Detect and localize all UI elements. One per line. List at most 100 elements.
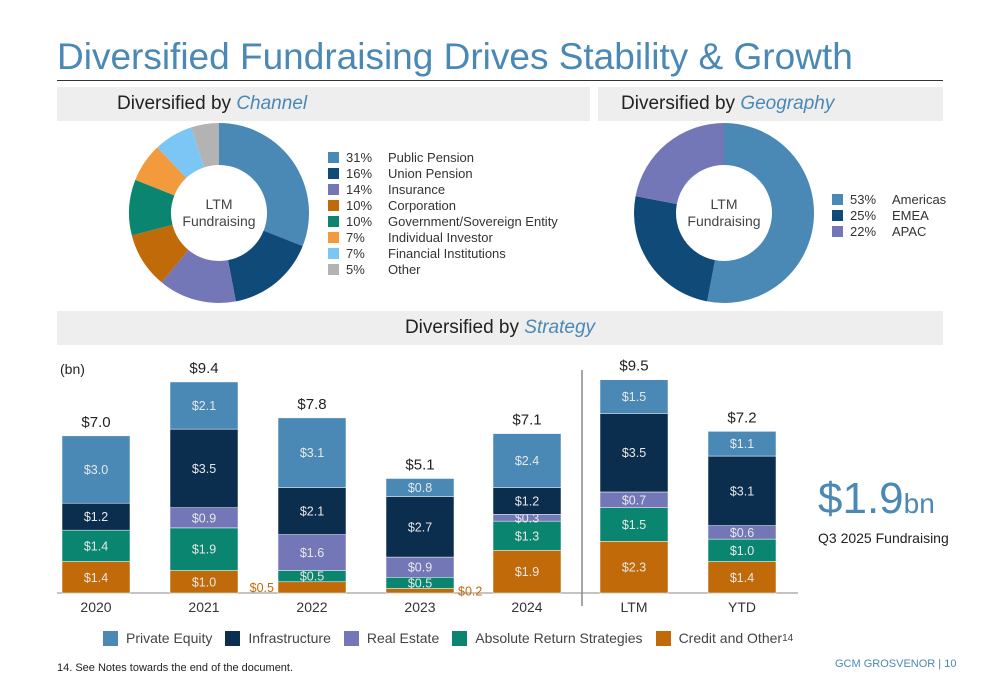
channel-header-prefix: Diversified by (117, 93, 237, 114)
bar-legend: Private Equity Infrastructure Real Estate A… (103, 630, 806, 646)
x-tick-label: 2020 (80, 599, 111, 615)
bar-segment-absolute-return-strategies (492, 520, 562, 551)
legend-swatch (328, 183, 339, 195)
legend-swatch (328, 247, 339, 259)
geography-center-label: LTM (711, 196, 738, 212)
bar-data-label: $1.4 (84, 539, 108, 553)
legend-swatch (328, 231, 339, 243)
legend-swatch (328, 151, 339, 163)
bar-segment-infrastructure (707, 455, 777, 526)
legend-label: APAC (892, 223, 927, 239)
legend-label: EMEA (892, 207, 929, 223)
bar-data-label: $2.4 (515, 454, 539, 468)
legend-label: Public Pension (388, 149, 474, 165)
bar-total-label: $7.8 (297, 396, 326, 413)
bar-legend-item: Absolute Return Strategies (452, 630, 643, 646)
footnote: 14. See Notes towards the end of the doc… (57, 662, 294, 674)
geography-center-label: Fundraising (687, 213, 760, 229)
legend-item: 14% Insurance (328, 181, 558, 197)
bar-total-label: $9.4 (189, 360, 218, 377)
x-tick-label: 2021 (188, 599, 219, 615)
legend-label: Government/Sovereign Entity (388, 213, 558, 229)
legend-pct: 5% (346, 261, 365, 277)
bar-segment-private-equity (277, 417, 347, 488)
strategy-header-prefix: Diversified by (404, 317, 525, 338)
bar-data-label: $0.2 (458, 584, 482, 598)
bar-data-label: $0.8 (408, 481, 432, 495)
legend-item: 10% Government/Sovereign Entity (328, 213, 558, 229)
bar-legend-item: Private Equity (103, 630, 212, 646)
legend-label: Credit and Other (678, 630, 783, 646)
bar-segment-credit-and-other (707, 561, 777, 594)
bar-segment-private-equity (492, 433, 562, 488)
bar-data-label: $0.6 (730, 526, 754, 540)
bar-data-label: $3.5 (622, 446, 646, 460)
channel-slice-1 (227, 230, 303, 302)
bar-data-label: $2.1 (300, 505, 324, 519)
highlight-unit: bn (903, 488, 935, 519)
geo-header-prefix: Diversified by (621, 93, 741, 114)
legend-label: Union Pension (388, 165, 473, 181)
legend-swatch (655, 630, 671, 646)
bar-segment-real-estate (277, 534, 347, 571)
bar-segment-private-equity (61, 435, 131, 504)
bar-total-label: $9.5 (619, 358, 648, 375)
highlight-amount: $1.9 (818, 474, 904, 523)
bar-segment-credit-and-other (61, 561, 131, 594)
channel-legend: 31% Public Pension 16% Union Pension 14% Insu… (328, 149, 558, 277)
channel-slice-7 (191, 123, 219, 168)
channel-slice-6 (157, 127, 205, 179)
legend-pct: 10% (346, 197, 373, 213)
bar-segment-absolute-return-strategies (61, 529, 131, 562)
bar-segment-private-equity (599, 379, 669, 414)
legend-pct: 22% (850, 223, 877, 239)
channel-center-label: Fundraising (182, 213, 255, 229)
bar-data-label: $0.5 (408, 576, 432, 590)
channel-slice-4 (129, 179, 175, 236)
bar-segment-private-equity (385, 478, 455, 497)
legend-item: 16% Union Pension (328, 165, 558, 181)
bar-data-label: $0.9 (408, 561, 432, 575)
bar-data-label: $1.0 (730, 544, 754, 558)
bar-segment-credit-and-other (599, 541, 669, 594)
bar-segment-absolute-return-strategies (169, 527, 239, 571)
bar-data-label: $1.6 (300, 546, 324, 560)
bar-total-label: $7.2 (727, 409, 756, 426)
bar-data-label: $2.3 (622, 561, 646, 575)
x-tick-label: 2024 (511, 599, 542, 615)
strategy-header-emph: Strategy (524, 317, 596, 338)
bar-data-label: $1.0 (192, 575, 216, 589)
legend-label: Absolute Return Strategies (475, 630, 643, 646)
legend-swatch (343, 630, 359, 646)
legend-pct: 31% (346, 149, 373, 165)
legend-item: 22% APAC (832, 223, 946, 239)
legend-pct: 7% (346, 245, 365, 261)
bar-total-label: $5.1 (405, 457, 434, 474)
channel-header: Diversified by Channel (57, 87, 590, 121)
channel-header-emph: Channel (236, 93, 308, 114)
x-tick-label: 2022 (296, 599, 327, 615)
bar-data-label: $1.4 (84, 571, 108, 585)
bar-segment-absolute-return-strategies (599, 507, 669, 542)
bar-total-label: $7.1 (512, 412, 541, 429)
bar-segment-infrastructure (492, 487, 562, 515)
bar-data-label: $0.9 (192, 511, 216, 525)
geography-legend: 53% Americas 25% EMEA 22% APAC (832, 191, 946, 239)
geography-slice-1 (634, 196, 716, 302)
footnote-ref: 14 (782, 632, 794, 644)
channel-slice-3 (131, 224, 189, 283)
highlight-value: $1.9bn (818, 474, 935, 524)
bar-data-label: $3.1 (730, 484, 754, 498)
channel-center-label: LTM (206, 196, 233, 212)
bar-data-label: $1.2 (515, 494, 539, 508)
x-tick-label: YTD (728, 599, 756, 615)
bar-data-label: $1.9 (515, 565, 539, 579)
legend-label: Americas (892, 191, 947, 207)
legend-pct: 7% (346, 229, 365, 245)
legend-pct: 53% (850, 191, 877, 207)
x-tick-label: LTM (621, 599, 648, 615)
bar-data-label: $3.0 (84, 463, 108, 477)
x-tick-label: 2023 (404, 599, 435, 615)
bar-segment-infrastructure (599, 413, 669, 493)
bar-data-label: $1.2 (84, 510, 108, 524)
